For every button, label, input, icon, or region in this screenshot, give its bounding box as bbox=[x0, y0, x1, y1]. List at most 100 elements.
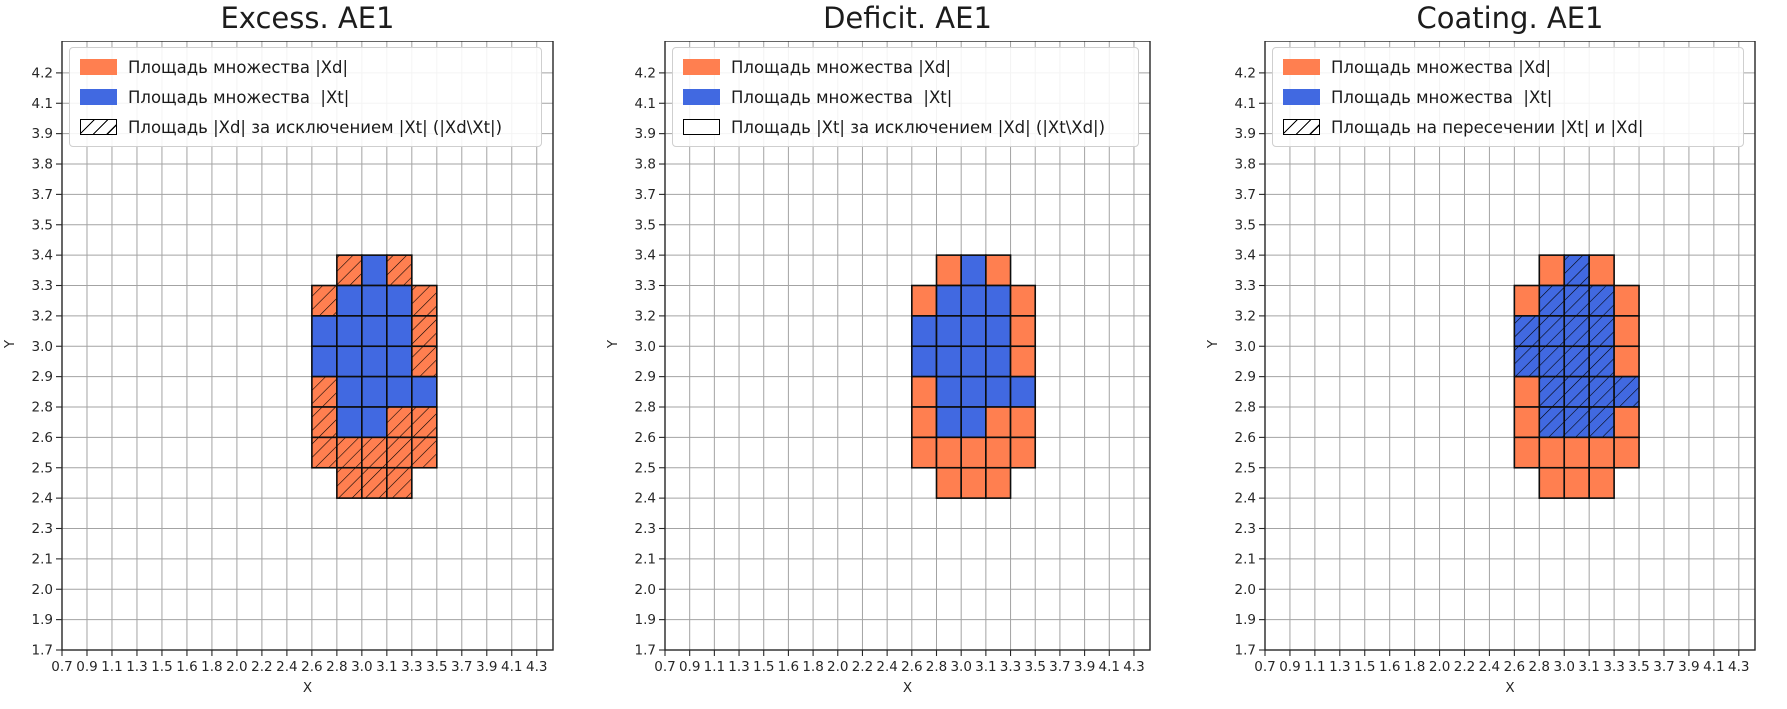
grid-cell bbox=[1009, 406, 1037, 439]
grid-cell bbox=[935, 284, 962, 317]
grid-cell bbox=[960, 375, 987, 408]
y-tick-label: 2.8 bbox=[635, 400, 656, 416]
y-axis-label: Y bbox=[605, 339, 621, 348]
grid-cell bbox=[1613, 375, 1640, 408]
x-tick-label: 2.4 bbox=[876, 659, 897, 675]
x-tick-label: 1.5 bbox=[151, 659, 172, 675]
legend-entry: Площадь множества |Xd| bbox=[80, 54, 531, 80]
x-tick-label: 3.1 bbox=[975, 659, 996, 675]
y-tick-label: 1.9 bbox=[635, 612, 656, 628]
legend-label: Площадь множества |Xd| bbox=[128, 57, 349, 77]
y-tick-label: 3.9 bbox=[635, 126, 656, 142]
xd-swatch bbox=[80, 59, 117, 75]
x-tick-label: 2.8 bbox=[926, 659, 947, 675]
axes-spine bbox=[1264, 41, 1756, 651]
y-tick-label: 3.5 bbox=[635, 217, 656, 233]
x-tick-labels: 0.7 0.9 1.1 1.3 1.5 1.6 1.8 2.0 2.2 2.4 2.6 2.8 3.0 3… bbox=[654, 650, 1145, 675]
grid-cell bbox=[1613, 315, 1640, 348]
legend-label: Площадь на пересечении |Xt| и |Xd| bbox=[1331, 117, 1644, 137]
grid-cell bbox=[336, 315, 363, 348]
grid-cell bbox=[1538, 436, 1566, 469]
y-tick-label: 2.8 bbox=[1235, 400, 1256, 416]
x-tick-label: 1.6 bbox=[1379, 659, 1400, 675]
grid-cell bbox=[1538, 406, 1566, 439]
grid-cell bbox=[1513, 406, 1541, 439]
y-tick-label: 3.0 bbox=[635, 339, 656, 355]
y-tick-labels: 1.7 1.9 2.0 2.1 2.3 2.4 2.5 2.6 2.8 2.9 3.0 3.2 3.3 3… bbox=[635, 65, 665, 659]
grid-cell bbox=[911, 406, 938, 439]
legend: Площадь множества |Xd| Площадь множества … bbox=[672, 47, 1139, 147]
y-tick-label: 3.7 bbox=[32, 187, 53, 203]
y-tick-label: 3.3 bbox=[1235, 278, 1256, 294]
grid-cell bbox=[1563, 436, 1590, 469]
grid-cell bbox=[361, 406, 388, 439]
y-tick-label: 1.7 bbox=[32, 643, 53, 659]
grid-cell bbox=[1563, 406, 1590, 439]
y-tick-label: 4.2 bbox=[32, 65, 53, 81]
grid-cell bbox=[985, 345, 1012, 378]
y-tick-label: 2.5 bbox=[32, 460, 53, 476]
cells bbox=[1513, 254, 1640, 499]
y-tick-label: 3.0 bbox=[1235, 339, 1256, 355]
y-tick-label: 1.7 bbox=[1235, 643, 1256, 659]
grid-cell bbox=[1563, 375, 1590, 408]
y-tick-label: 2.9 bbox=[635, 369, 656, 385]
grid-cell bbox=[985, 254, 1012, 287]
y-tick-label: 2.1 bbox=[32, 551, 53, 567]
grid-cell bbox=[1538, 375, 1566, 408]
grid-cell bbox=[985, 284, 1012, 317]
grid-cell bbox=[935, 345, 962, 378]
x-tick-label: 2.2 bbox=[251, 659, 272, 675]
grid-cell bbox=[985, 375, 1012, 408]
grid-cell bbox=[935, 315, 962, 348]
x-tick-label: 1.1 bbox=[1304, 659, 1325, 675]
x-tick-label: 3.1 bbox=[1578, 659, 1599, 675]
x-tick-label: 3.3 bbox=[1000, 659, 1021, 675]
grid-cell bbox=[911, 375, 938, 408]
grid-cell bbox=[361, 436, 388, 469]
y-tick-label: 2.1 bbox=[1235, 551, 1256, 567]
legend-entry: Площадь |Xt| за исключением |Xd| (|Xt\Xd… bbox=[683, 114, 1128, 140]
grid-cell bbox=[985, 466, 1012, 499]
y-tick-label: 3.0 bbox=[32, 339, 53, 355]
grid-cell bbox=[411, 345, 438, 378]
x-tick-label: 1.6 bbox=[778, 659, 799, 675]
x-tick-label: 3.0 bbox=[1553, 659, 1574, 675]
grid-cell bbox=[1009, 436, 1037, 469]
grid-cell bbox=[911, 315, 938, 348]
x-tick-label: 3.5 bbox=[1024, 659, 1045, 675]
x-tick-labels: 0.7 0.9 1.1 1.3 1.5 1.6 1.8 2.0 2.2 2.4 2.6 2.8 3.0 3… bbox=[1254, 650, 1750, 675]
y-tick-label: 3.3 bbox=[32, 278, 53, 294]
y-tick-label: 3.8 bbox=[1235, 157, 1256, 173]
grid-cell bbox=[1563, 466, 1590, 499]
grid-cell bbox=[1513, 436, 1541, 469]
legend-entry: Площадь на пересечении |Xt| и |Xd| bbox=[1283, 114, 1733, 140]
grid-cell bbox=[311, 406, 338, 439]
grid-cell bbox=[960, 406, 987, 439]
legend-label: Площадь множества |Xt| bbox=[1331, 87, 1553, 107]
grid-cell bbox=[985, 315, 1012, 348]
legend-entry: Площадь множества |Xt| bbox=[1283, 84, 1733, 110]
grid-cell bbox=[960, 436, 987, 469]
legend-entry: Площадь |Xd| за исключением |Xt| (|Xd\Xt… bbox=[80, 114, 531, 140]
xt-swatch bbox=[1283, 89, 1320, 105]
y-tick-label: 3.3 bbox=[635, 278, 656, 294]
grid-cell bbox=[411, 315, 438, 348]
grid-cell bbox=[911, 284, 938, 317]
y-tick-label: 4.1 bbox=[635, 96, 656, 112]
grid-cell bbox=[1009, 315, 1037, 348]
plot-canvas: 0.7 0.9 1.1 1.3 1.5 1.6 1.8 2.0 2.2 2.4 2.6 2.8 3.0 3… bbox=[635, 41, 1151, 675]
grid-cell bbox=[361, 345, 388, 378]
grid-cell bbox=[361, 254, 388, 287]
x-tick-label: 1.5 bbox=[753, 659, 774, 675]
legend-entry: Площадь множества |Xd| bbox=[683, 54, 1128, 80]
grid-cell bbox=[386, 345, 413, 378]
legend-label: Площадь множества |Xd| bbox=[731, 57, 952, 77]
y-tick-label: 3.2 bbox=[1235, 308, 1256, 324]
xd-swatch bbox=[1283, 59, 1320, 75]
y-tick-label: 4.2 bbox=[1235, 65, 1256, 81]
x-tick-label: 4.3 bbox=[526, 659, 547, 675]
x-tick-label: 3.9 bbox=[1678, 659, 1699, 675]
y-tick-label: 3.4 bbox=[1235, 248, 1256, 264]
